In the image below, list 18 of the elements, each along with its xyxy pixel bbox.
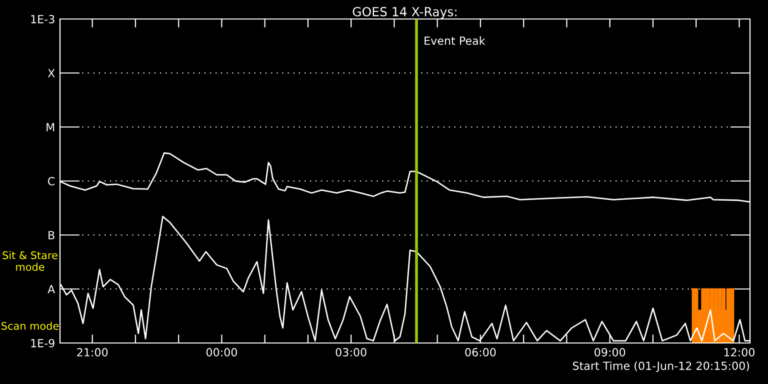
y-tick-label: A bbox=[48, 285, 56, 294]
y-tick-label: M bbox=[46, 123, 54, 132]
y-tick-label: C bbox=[48, 176, 55, 186]
x-tick-label: 00:00 bbox=[206, 348, 237, 356]
y-tick-label: 1E-3 bbox=[31, 14, 54, 24]
x-tick-label: 09:00 bbox=[594, 348, 626, 356]
y-tick-label: X bbox=[48, 69, 55, 78]
ref-line-label: Event Peak bbox=[424, 36, 486, 45]
x-tick-label: 12:00 bbox=[724, 348, 754, 356]
x-tick-label: 03:00 bbox=[336, 348, 366, 356]
text: Sit & Stare mode bbox=[2, 251, 58, 271]
y-tick-label: 1E-9 bbox=[31, 338, 54, 348]
x-tick-label: 21:00 bbox=[77, 348, 108, 356]
text: Scan mode bbox=[2, 322, 59, 330]
y-tick-label: B bbox=[48, 231, 54, 240]
x-tick-label: 06:00 bbox=[465, 348, 496, 356]
chart-title: GOES 14 X-Rays: bbox=[352, 6, 456, 19]
x-axis-title: Start Time (01-Jun-12 20:15:00) bbox=[572, 361, 750, 372]
